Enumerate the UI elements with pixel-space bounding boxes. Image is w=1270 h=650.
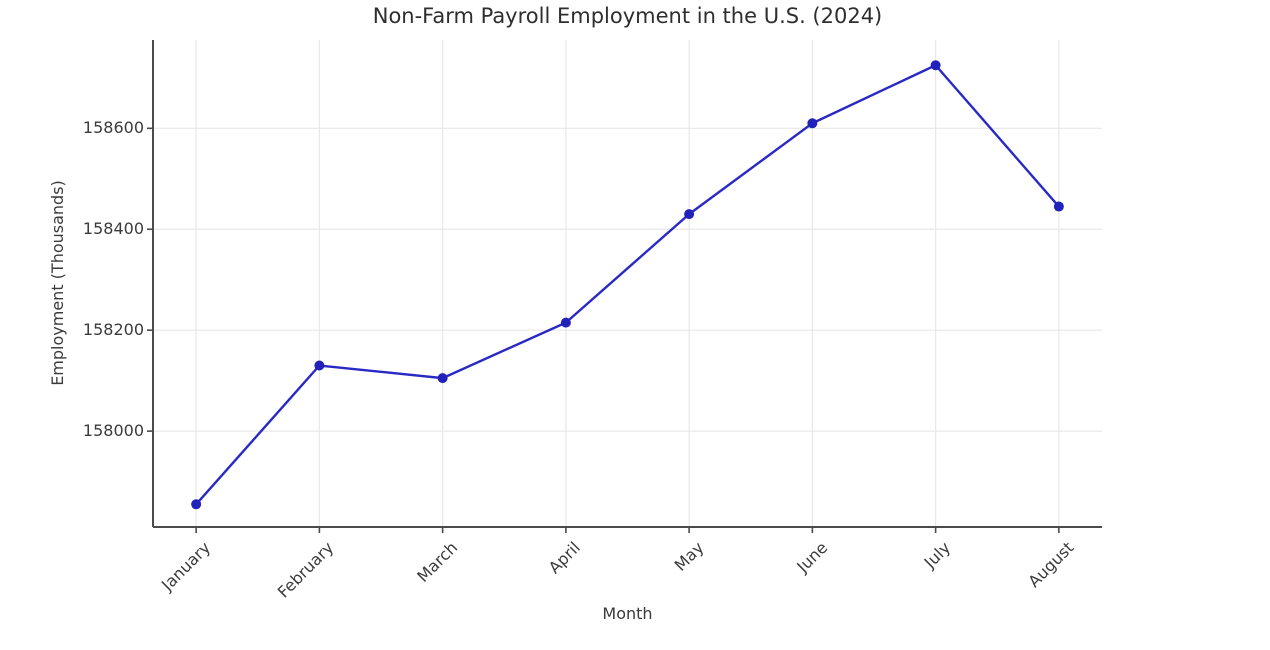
data-point-marker bbox=[314, 360, 325, 371]
y-tick-label: 158200 bbox=[82, 320, 144, 340]
data-point-marker bbox=[807, 118, 818, 129]
x-axis-label: Month bbox=[602, 604, 653, 623]
y-tick-label: 158600 bbox=[82, 118, 144, 138]
data-point-marker bbox=[1053, 201, 1064, 212]
data-point-marker bbox=[684, 209, 695, 220]
data-point-marker bbox=[930, 60, 941, 71]
data-point-marker bbox=[560, 317, 571, 328]
chart-title: Non-Farm Payroll Employment in the U.S. … bbox=[372, 4, 883, 28]
data-point-marker bbox=[191, 499, 202, 510]
y-axis-label: Employment (Thousands) bbox=[48, 180, 67, 386]
y-tick-label: 158000 bbox=[82, 421, 144, 441]
y-tick-label: 158400 bbox=[82, 219, 144, 239]
employment-line-series bbox=[195, 64, 1060, 506]
data-point-marker bbox=[437, 373, 448, 384]
